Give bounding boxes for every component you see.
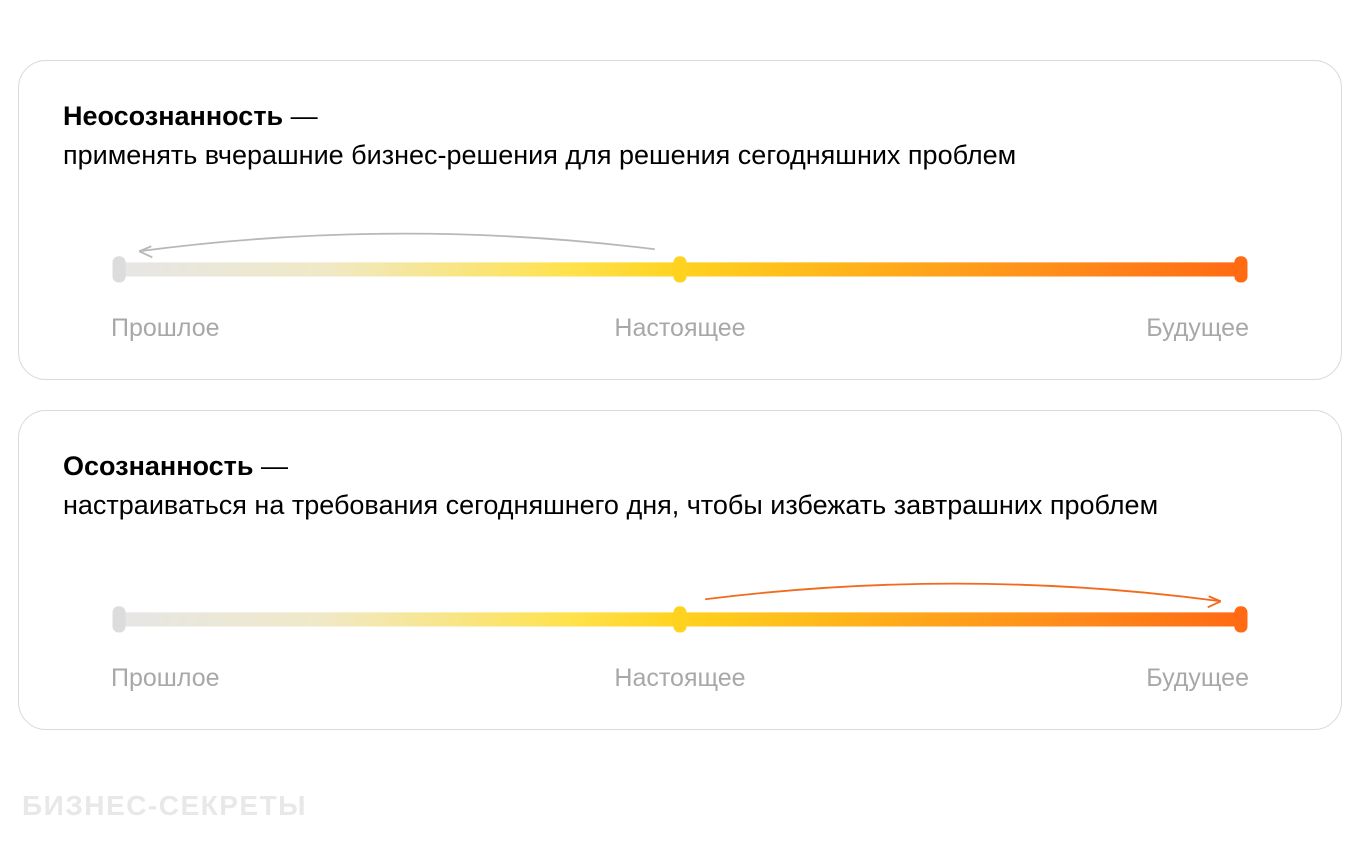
- timeline-node-future: [1234, 606, 1247, 632]
- timeline-node-future: [1234, 257, 1247, 283]
- timeline-svg: [111, 211, 1249, 300]
- card-title-rest: применять вчерашние бизнес-решения для р…: [63, 140, 1016, 170]
- label-past: Прошлое: [111, 664, 220, 693]
- label-present: Настоящее: [614, 664, 745, 693]
- footer-logo: БИЗНЕС-СЕКРЕТЫ: [22, 790, 307, 822]
- card-title-bold: Неосознанность: [63, 101, 283, 131]
- timeline-node-past: [113, 257, 126, 283]
- card-title: Осознанность — настраиваться на требован…: [63, 447, 1297, 525]
- card-title-bold: Осознанность: [63, 451, 254, 481]
- timeline-node-present: [673, 606, 686, 632]
- timeline: Прошлое Настоящее Будущее: [63, 561, 1297, 693]
- label-present: Настоящее: [614, 314, 745, 343]
- timeline-labels: Прошлое Настоящее Будущее: [111, 664, 1249, 693]
- label-future: Будущее: [1146, 314, 1249, 343]
- label-past: Прошлое: [111, 314, 220, 343]
- timeline: Прошлое Настоящее Будущее: [63, 211, 1297, 343]
- timeline-labels: Прошлое Настоящее Будущее: [111, 314, 1249, 343]
- card-unawareness: Неосознанность — применять вчерашние биз…: [18, 60, 1342, 380]
- timeline-node-present: [673, 257, 686, 283]
- card-title: Неосознанность — применять вчерашние биз…: [63, 97, 1297, 175]
- card-title-dash: —: [254, 451, 289, 481]
- card-title-rest: настраиваться на требования сегодняшнего…: [63, 490, 1158, 520]
- card-awareness: Осознанность — настраиваться на требован…: [18, 410, 1342, 730]
- card-title-dash: —: [283, 101, 318, 131]
- timeline-svg: [111, 561, 1249, 650]
- label-future: Будущее: [1146, 664, 1249, 693]
- timeline-node-past: [113, 606, 126, 632]
